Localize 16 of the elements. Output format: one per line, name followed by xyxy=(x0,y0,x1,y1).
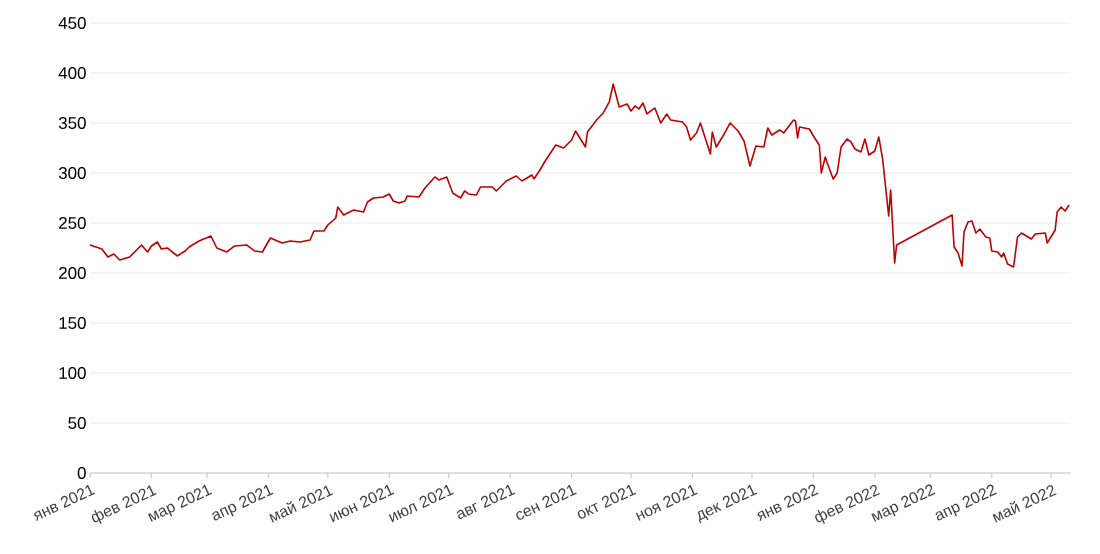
y-tick-label: 150 xyxy=(59,316,86,329)
y-tick-label: 0 xyxy=(77,466,86,479)
y-tick-label: 100 xyxy=(59,366,86,379)
x-tick-label: авг 2021 xyxy=(457,484,516,520)
y-tick-label: 250 xyxy=(59,216,86,229)
y-tick-label: 450 xyxy=(58,16,86,29)
y-tick-label: 350 xyxy=(58,116,86,129)
line-series xyxy=(89,83,1070,268)
x-tick-label: окт 2021 xyxy=(577,484,637,519)
x-tick-label: сен 2021 xyxy=(516,484,577,520)
y-tick-label: 400 xyxy=(58,66,86,79)
x-tick-label: ноя 2021 xyxy=(635,484,698,521)
y-tick-label: 200 xyxy=(59,266,86,279)
y-tick-label: 50 xyxy=(68,416,86,429)
x-tick-label: дек 2021 xyxy=(697,484,758,524)
y-tick-label: 300 xyxy=(58,166,86,179)
